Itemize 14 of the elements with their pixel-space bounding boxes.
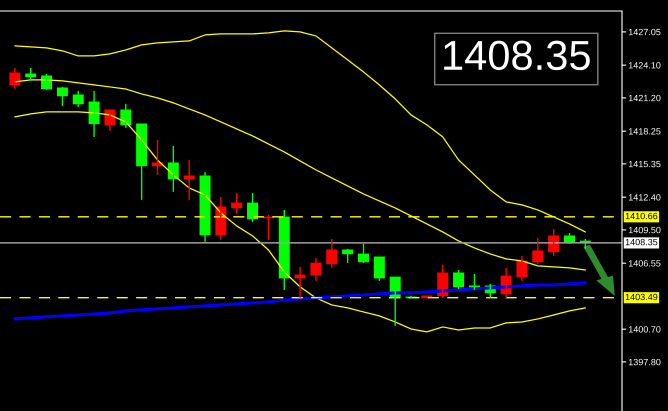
annotation: 1408.35 — [444, 40, 590, 70]
y-tick-label: 1427.05 — [628, 28, 661, 36]
ref-line-label: 1410.66 — [626, 212, 658, 220]
ref-line-label: 1408.35 — [626, 238, 658, 246]
y-tick-label: 1415.35 — [628, 160, 661, 168]
y-tick-label: 1406.55 — [628, 260, 661, 267]
y-tick-label: 1409.50 — [628, 226, 661, 234]
y-tick-label: 1421.20 — [628, 94, 661, 102]
y-tick-label: 1397.80 — [628, 358, 661, 366]
y-tick-label: 1424.10 — [628, 62, 661, 69]
y-tick-label: 1412.40 — [628, 194, 661, 201]
y-tick-label: 1418.25 — [628, 128, 661, 135]
ref-line-label: 1403.49 — [626, 294, 658, 300]
y-tick-label: 1400.70 — [628, 326, 661, 333]
